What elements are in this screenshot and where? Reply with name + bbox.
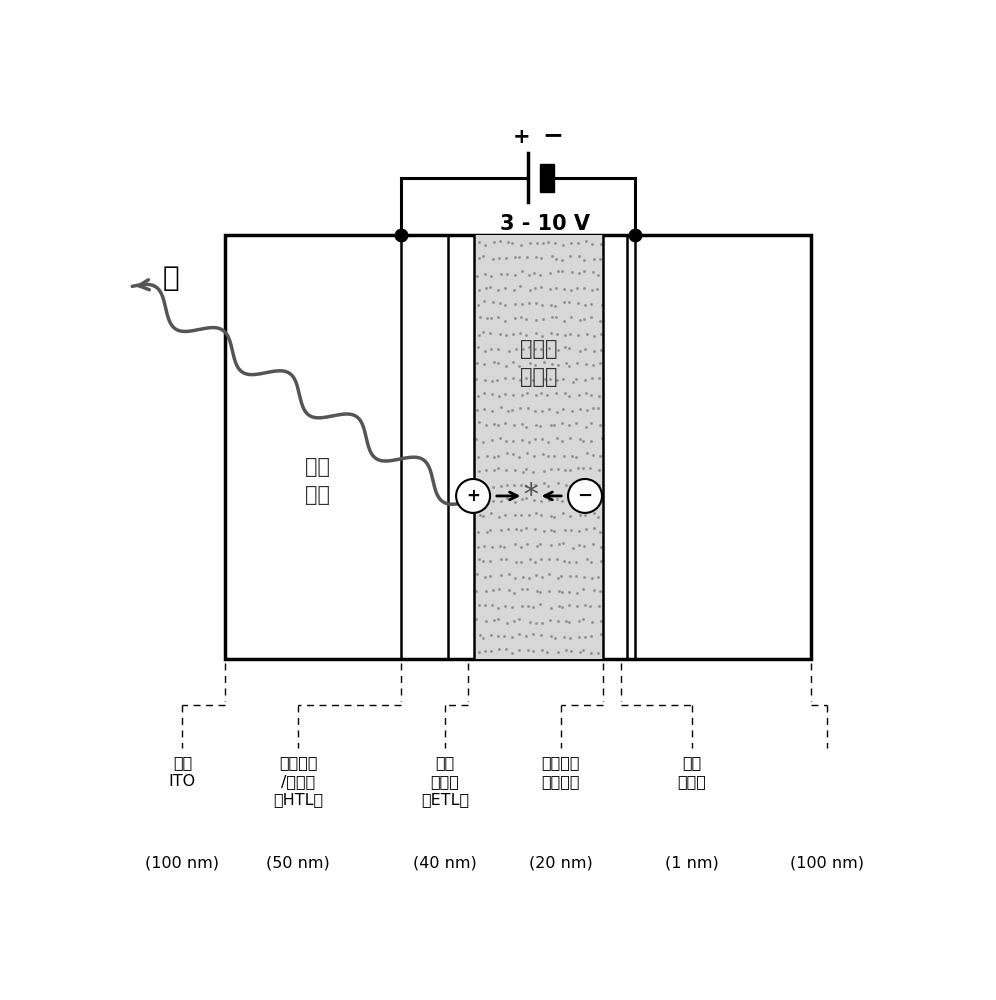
Text: 电子
传输层
（ETL）: 电子 传输层 （ETL）	[420, 755, 469, 807]
Text: +: +	[466, 487, 480, 505]
Bar	[225, 235, 812, 659]
Text: 掺杂的
发射层: 掺杂的 发射层	[520, 339, 558, 387]
Text: 光: 光	[162, 264, 179, 292]
Bar	[540, 164, 554, 192]
Text: 电子注入
及保护层: 电子注入 及保护层	[542, 755, 580, 789]
Text: (50 nm): (50 nm)	[266, 855, 330, 870]
Text: +: +	[513, 127, 531, 147]
Text: (40 nm): (40 nm)	[413, 855, 477, 870]
Text: 阴极
金属层: 阴极 金属层	[677, 755, 706, 789]
Text: (20 nm): (20 nm)	[529, 855, 593, 870]
Text: −: −	[543, 123, 564, 147]
Text: (100 nm): (100 nm)	[145, 855, 219, 870]
Text: 3 - 10 V: 3 - 10 V	[500, 214, 591, 234]
Circle shape	[568, 479, 602, 513]
Bar	[474, 235, 604, 659]
Text: −: −	[578, 487, 593, 505]
Text: (100 nm): (100 nm)	[790, 855, 864, 870]
Text: 玻璃
基材: 玻璃 基材	[305, 457, 330, 505]
Text: 空穴注入
/传输层
（HTL）: 空穴注入 /传输层 （HTL）	[273, 755, 324, 807]
Text: *: *	[522, 481, 540, 510]
Text: 阳极
ITO: 阳极 ITO	[169, 755, 196, 789]
Circle shape	[456, 479, 490, 513]
Text: (1 nm): (1 nm)	[665, 855, 719, 870]
